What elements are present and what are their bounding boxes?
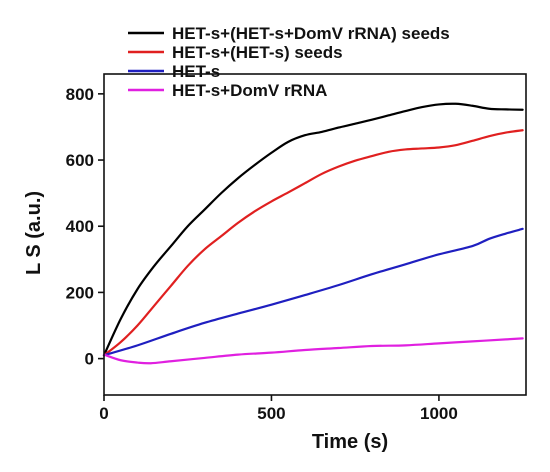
y-axis-title: L S (a.u.) [23, 191, 45, 275]
y-tick-label: 800 [66, 85, 94, 104]
x-axis-title: Time (s) [312, 431, 388, 453]
plot-lines [102, 102, 524, 365]
legend-label: HET-s+(HET-s) seeds [172, 43, 343, 62]
series-line-het-s-het-s-seeds [102, 129, 524, 357]
legend-label: HET-s+DomV rRNA [172, 81, 327, 100]
x-tick-label: 1000 [420, 404, 458, 423]
series-line-het-s-domv-rrna [102, 337, 524, 365]
x-ticks: 0 500 1000 [99, 395, 458, 423]
plot-frame [103, 73, 527, 396]
x-tick-label: 0 [99, 404, 108, 423]
y-tick-label: 200 [66, 283, 94, 302]
legend-label: HET-s+(HET-s+DomV rRNA) seeds [172, 24, 450, 43]
y-tick-label: 600 [66, 151, 94, 170]
legend-label: HET-s [172, 62, 220, 81]
y-ticks: 0 200 400 600 800 [66, 85, 104, 369]
series-line-het-s [102, 227, 524, 357]
axes: 0 500 1000 0 200 400 600 800 [66, 73, 527, 423]
x-tick-label: 500 [257, 404, 285, 423]
y-tick-label: 0 [85, 350, 94, 369]
y-tick-label: 400 [66, 217, 94, 236]
legend: HET-s+(HET-s+DomV rRNA) seedsHET-s+(HET-… [128, 24, 450, 100]
series-line-het-s-het-s-domv-rrna-seeds [102, 102, 524, 357]
